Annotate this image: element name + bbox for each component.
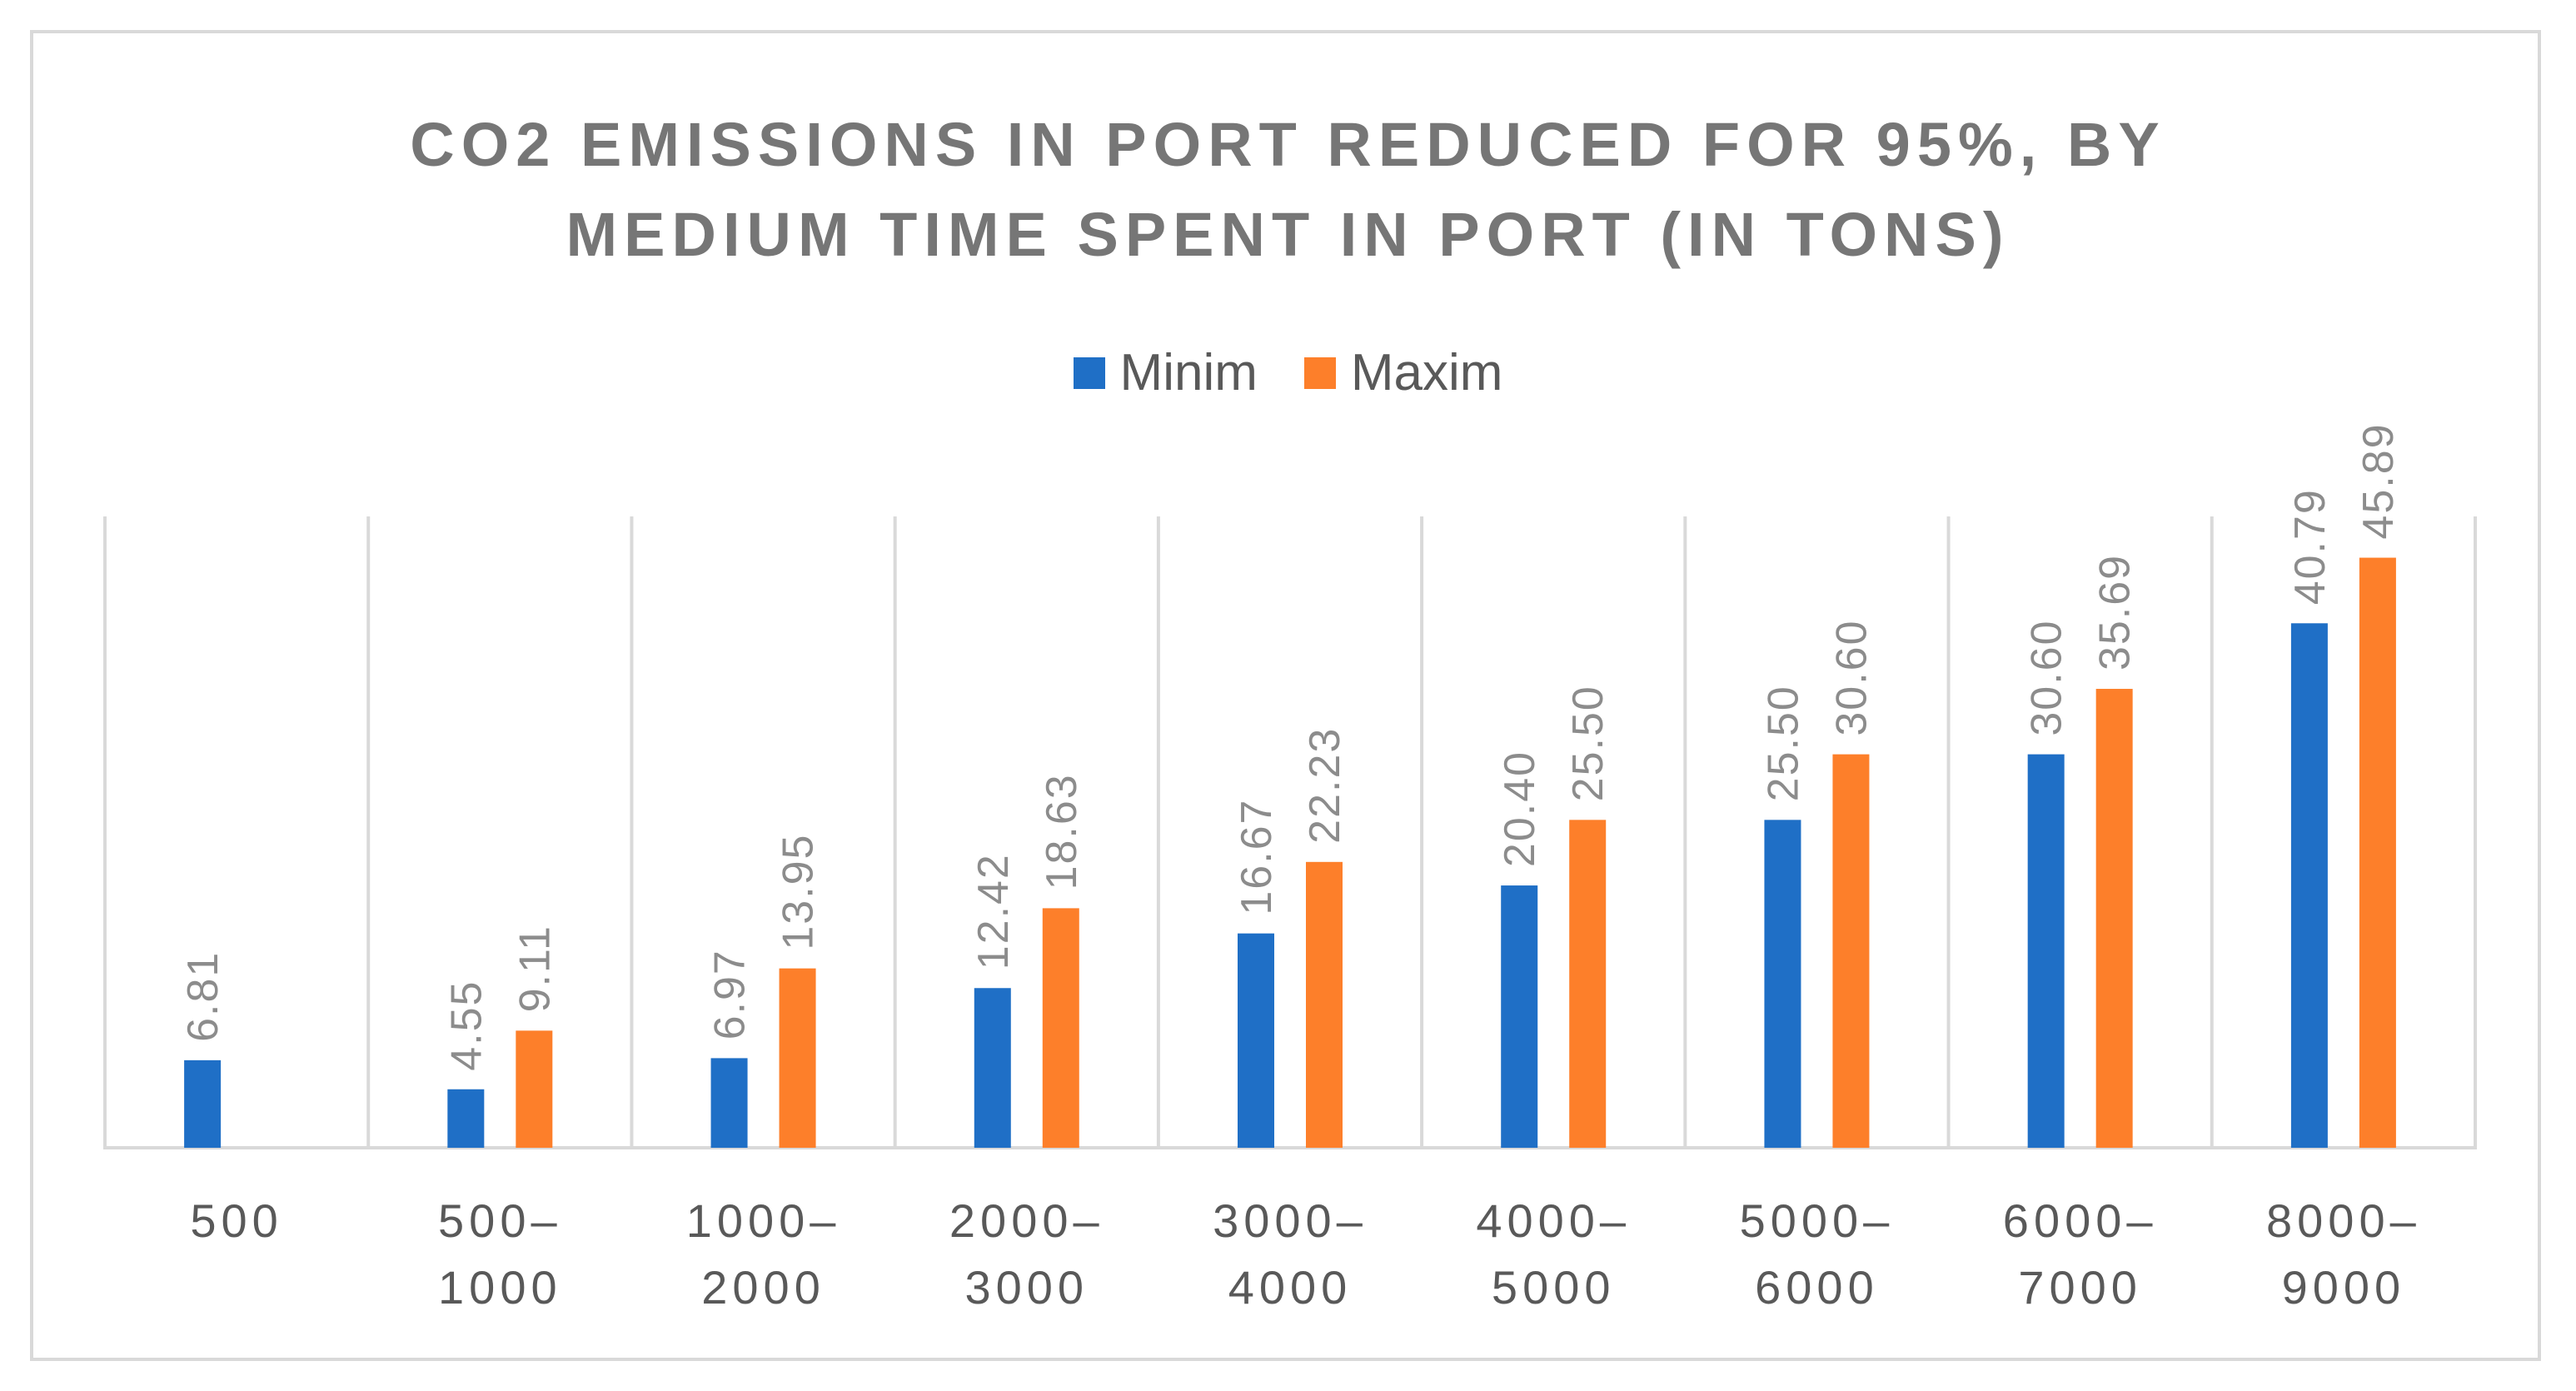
category-label: 1000– — [686, 1194, 841, 1247]
bar-maxim — [2359, 557, 2396, 1148]
data-label-minim: 40.79 — [2286, 488, 2334, 605]
category-label: 2000 — [701, 1261, 825, 1314]
bar-minim — [1238, 933, 1274, 1148]
legend-label-minim: Minim — [1119, 344, 1258, 401]
category-label: 5000– — [1740, 1194, 1895, 1247]
bar-maxim — [1306, 861, 1343, 1148]
category-label: 3000 — [964, 1261, 1089, 1314]
category-label: 2000– — [949, 1194, 1104, 1247]
category-label: 7000 — [2018, 1261, 2142, 1314]
chart-title: CO2 EMISSIONS IN PORT REDUCED FOR 95%, B… — [410, 110, 2166, 269]
bar-minim — [1764, 820, 1801, 1148]
category-label: 8000– — [2266, 1194, 2421, 1247]
bar-minim — [2290, 623, 2328, 1148]
data-label-maxim: 35.69 — [2091, 554, 2140, 671]
legend-swatch-maxim — [1303, 356, 1336, 389]
category-label: 6000– — [2003, 1194, 2158, 1247]
data-label-minim: 6.81 — [179, 951, 227, 1042]
category-label: 500 — [190, 1194, 282, 1247]
bar-maxim — [1042, 908, 1079, 1148]
bar-maxim — [1569, 820, 1607, 1148]
bar-maxim — [516, 1030, 553, 1148]
data-label-maxim: 22.23 — [1301, 727, 1349, 844]
bar-minim — [710, 1058, 748, 1148]
data-label-minim: 12.42 — [969, 853, 1018, 970]
category-label: 6000 — [1755, 1261, 1879, 1314]
data-label-minim: 25.50 — [1759, 685, 1807, 801]
bar-minim — [1501, 885, 1538, 1148]
bar-minim — [447, 1089, 485, 1148]
bar-minim — [2027, 754, 2065, 1148]
data-label-minim: 16.67 — [1233, 799, 1281, 915]
category-label: 3000– — [1213, 1194, 1368, 1247]
data-label-minim: 30.60 — [2023, 619, 2071, 735]
bar-maxim — [1832, 754, 1870, 1148]
data-label-maxim: 25.50 — [1564, 685, 1612, 801]
legend-label-maxim: Maxim — [1350, 344, 1503, 401]
legend: Minim Maxim — [0, 343, 2576, 402]
bar-maxim — [2095, 689, 2133, 1148]
data-label-maxim: 30.60 — [1827, 619, 1876, 735]
category-label: 1000 — [438, 1261, 562, 1314]
data-label-maxim: 45.89 — [2354, 422, 2403, 539]
legend-item-maxim: Maxim — [1303, 343, 1503, 402]
data-label-maxim: 13.95 — [775, 834, 823, 950]
bar-minim — [184, 1059, 222, 1148]
legend-item-minim: Minim — [1073, 343, 1258, 402]
category-label: 500– — [438, 1194, 562, 1247]
bar-maxim — [779, 968, 816, 1148]
category-label: 4000 — [1228, 1261, 1353, 1314]
category-label: 4000– — [1476, 1194, 1631, 1247]
data-label-minim: 4.55 — [442, 980, 491, 1071]
data-label-minim: 6.97 — [706, 949, 755, 1040]
bar-minim — [974, 988, 1011, 1148]
category-label: 9000 — [2282, 1261, 2406, 1314]
legend-swatch-minim — [1073, 356, 1105, 389]
data-label-maxim: 18.63 — [1038, 773, 1086, 890]
data-label-maxim: 9.11 — [511, 925, 559, 1012]
data-label-minim: 20.40 — [1496, 750, 1544, 867]
category-label: 5000 — [1492, 1261, 1616, 1314]
